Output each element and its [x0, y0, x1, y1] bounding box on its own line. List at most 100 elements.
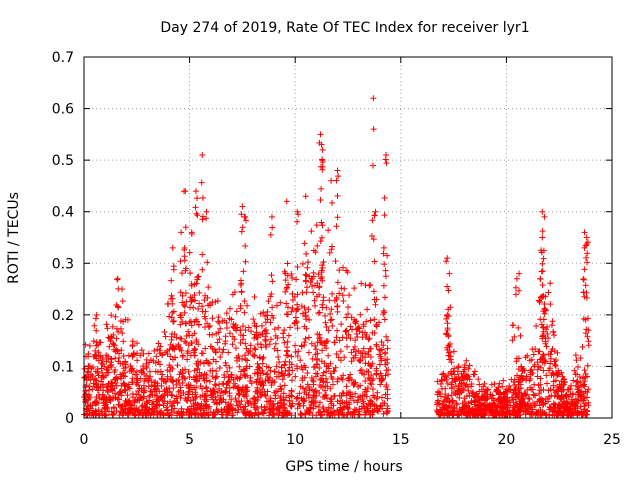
data-point [512, 291, 519, 298]
data-point [455, 385, 462, 392]
data-point [480, 401, 487, 408]
data-point [244, 386, 251, 393]
data-point [226, 330, 233, 337]
data-point [515, 381, 522, 388]
x-axis-label: GPS time / hours [285, 459, 402, 475]
data-point [184, 350, 191, 357]
data-point [181, 257, 188, 264]
data-point [112, 313, 119, 320]
data-point [465, 365, 472, 372]
data-point [334, 398, 341, 405]
data-point [100, 374, 107, 381]
data-point [533, 322, 540, 329]
data-point [193, 210, 200, 217]
data-point [270, 315, 277, 322]
data-point [285, 367, 292, 374]
data-point [334, 214, 341, 221]
data-point [114, 303, 121, 310]
y-tick-label: 0.4 [52, 205, 74, 221]
data-point [138, 403, 145, 410]
data-point [304, 369, 311, 376]
data-point [253, 329, 260, 336]
data-point [360, 323, 367, 330]
data-point [170, 318, 177, 325]
data-point [267, 336, 274, 343]
data-point [218, 406, 225, 413]
data-point [437, 380, 444, 387]
data-point [577, 355, 584, 362]
data-point [216, 385, 223, 392]
data-point [297, 357, 304, 364]
data-point [288, 403, 295, 410]
data-point [258, 322, 265, 329]
data-point [325, 352, 332, 359]
data-point [113, 335, 120, 342]
data-point [512, 284, 519, 291]
data-point [288, 353, 295, 360]
data-point [515, 324, 522, 331]
data-point [349, 411, 356, 418]
data-point [313, 361, 320, 368]
data-point [362, 386, 369, 393]
data-point [488, 410, 495, 417]
data-point [169, 402, 176, 409]
data-point [192, 395, 199, 402]
data-point [268, 272, 275, 279]
data-point [573, 357, 580, 364]
data-point [359, 329, 366, 336]
data-point [216, 364, 223, 371]
data-point [95, 392, 102, 399]
data-point [242, 327, 249, 334]
data-point [193, 377, 200, 384]
data-point [377, 370, 384, 377]
data-point [463, 357, 470, 364]
data-point [256, 364, 263, 371]
data-point [193, 338, 200, 345]
x-tick-label: 5 [185, 432, 194, 448]
data-point [364, 306, 371, 313]
data-point [340, 372, 347, 379]
data-point [230, 412, 237, 419]
data-point [182, 320, 189, 327]
data-point [460, 386, 467, 393]
data-point [528, 356, 535, 363]
data-point [269, 304, 276, 311]
data-point [445, 349, 452, 356]
data-point [199, 303, 206, 310]
data-point [262, 336, 269, 343]
data-point [531, 363, 538, 370]
data-point [467, 411, 474, 418]
data-point [584, 333, 591, 340]
data-point [460, 368, 467, 375]
data-point [202, 308, 209, 315]
data-point [169, 295, 176, 302]
data-point [244, 302, 251, 309]
data-point [86, 342, 93, 349]
data-point [309, 412, 316, 419]
data-point [537, 316, 544, 323]
data-point [334, 378, 341, 385]
data-point [245, 324, 252, 331]
data-point [151, 407, 158, 414]
y-tick-label: 0.7 [52, 50, 74, 66]
data-point [120, 352, 127, 359]
data-point [211, 411, 218, 418]
data-point [384, 403, 391, 410]
data-point [148, 388, 155, 395]
data-point [447, 353, 454, 360]
data-point [376, 361, 383, 368]
y-tick-label: 0.1 [52, 359, 74, 375]
y-axis-label: ROTI / TECUs [6, 192, 22, 284]
data-point [185, 328, 192, 335]
data-point [502, 403, 509, 410]
data-point [345, 304, 352, 311]
data-point [115, 328, 122, 335]
data-point [373, 343, 380, 350]
data-point [534, 411, 541, 418]
data-point [209, 373, 216, 380]
data-point [278, 412, 285, 419]
data-point [181, 375, 188, 382]
data-point [179, 370, 186, 377]
data-point [552, 361, 559, 368]
